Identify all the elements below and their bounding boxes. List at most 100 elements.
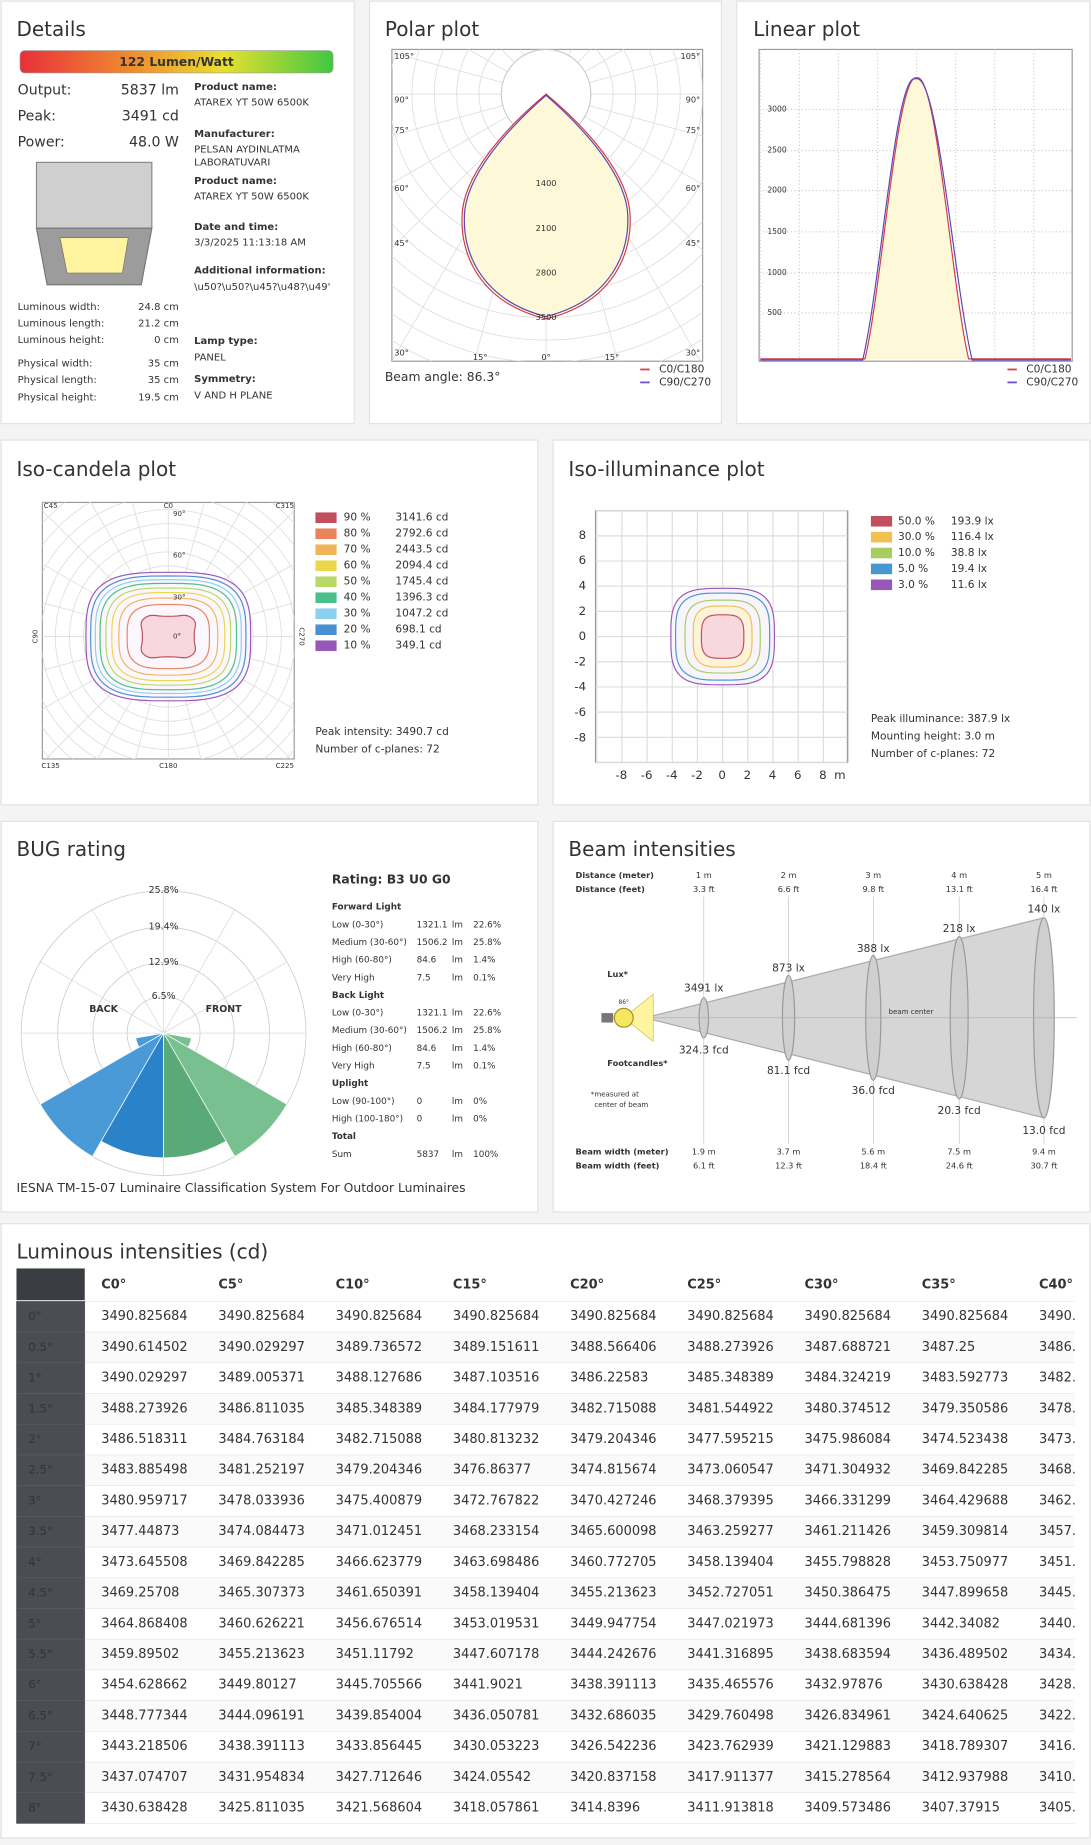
bug-cell: 22.6% xyxy=(473,920,501,930)
bug-cell: Medium (30-60°) xyxy=(332,1026,407,1036)
panel-title: Iso-illuminance plot xyxy=(568,457,764,481)
bug-wedge xyxy=(39,1032,165,1157)
row-header-cell xyxy=(16,1331,86,1364)
table-cell: 3490.825684 xyxy=(336,1309,422,1324)
table-cell: 3483.592773 xyxy=(922,1371,1008,1386)
ring-label: 6.5% xyxy=(152,991,176,1002)
luminaire-emitter xyxy=(59,237,129,274)
section-name: Back Light xyxy=(332,991,385,1001)
radial-label: 2100 xyxy=(536,223,557,233)
table-cell: 3490.825684 xyxy=(101,1309,187,1324)
y-tick-label: -8 xyxy=(574,730,586,744)
table-cell: 3490.825684 xyxy=(453,1309,539,1324)
table-cell: 3438.391113 xyxy=(218,1739,304,1754)
row-header-cell xyxy=(16,1546,86,1579)
axis-label: Beam width (feet) xyxy=(576,1161,660,1171)
table-cell: 3486.22583 xyxy=(570,1371,648,1386)
table-cell: 3417.911377 xyxy=(687,1770,773,1785)
iso-contour xyxy=(99,582,238,691)
table-cell: 3455.213623 xyxy=(570,1586,656,1601)
info-value: ATAREX YT 50W 6500K xyxy=(194,192,309,203)
table-cell: 3409.573486 xyxy=(805,1801,891,1816)
column-header: C0° xyxy=(101,1277,126,1292)
x-tick-label: m xyxy=(834,768,845,782)
x-tick-label: -8 xyxy=(616,768,628,782)
legend-value: 38.8 lx xyxy=(951,547,987,559)
legend-percent: 10.0 % xyxy=(898,547,935,559)
y-tick-label: 500 xyxy=(767,308,782,317)
table-cell: 3449.947754 xyxy=(570,1616,656,1631)
y-tick-label: 2000 xyxy=(767,186,787,195)
row-header-cell xyxy=(16,1669,86,1701)
beam-width: 5.6 m xyxy=(861,1146,885,1156)
table-cell: 3426.834961 xyxy=(805,1708,891,1723)
iso-contour xyxy=(105,587,232,686)
plane-label: C270 xyxy=(297,627,306,646)
dimension-value: 35 cm xyxy=(148,359,179,370)
table-cell: 3454.628662 xyxy=(101,1678,187,1693)
table-cell: 3490.825684 xyxy=(805,1309,891,1324)
row-header: 0° xyxy=(28,1309,41,1323)
table-cell: 3482.7 xyxy=(1039,1371,1084,1386)
row-header-cell xyxy=(16,1577,86,1609)
section-name: Total xyxy=(332,1132,356,1142)
table-cell: 3455.798828 xyxy=(805,1555,891,1570)
row-header: 1.5° xyxy=(28,1401,53,1415)
table-cell: 3488.566406 xyxy=(570,1340,656,1355)
iso-contour xyxy=(684,599,761,674)
distance: 5 m xyxy=(1036,870,1052,880)
plane-label: C135 xyxy=(41,761,59,770)
legend-swatch xyxy=(315,528,337,540)
y-tick-label: 6 xyxy=(579,553,586,567)
table-cell: 3485.348389 xyxy=(687,1371,773,1386)
grid-spoke xyxy=(40,961,164,1034)
table-cell: 3463.698486 xyxy=(453,1555,539,1570)
table-cell: 3476.86377 xyxy=(453,1463,531,1478)
table-cell: 3433.856445 xyxy=(336,1739,422,1754)
legend-value: 1745.4 cd xyxy=(395,576,448,588)
legend-swatch xyxy=(315,640,337,652)
legend-percent: 5.0 % xyxy=(898,563,928,575)
y-tick-label: 3000 xyxy=(767,104,787,113)
table-cell: 3456.676514 xyxy=(336,1616,422,1631)
info-value: V AND H PLANE xyxy=(194,390,272,401)
legend-percent: 80 % xyxy=(344,528,371,540)
plane-label: C315 xyxy=(276,501,294,510)
table-cell: 3490.8 xyxy=(1039,1309,1084,1324)
table-cell: 3490.614502 xyxy=(101,1340,187,1355)
bug-cell: 0.1% xyxy=(473,1062,495,1072)
table-cell: 3418.789307 xyxy=(922,1739,1008,1754)
info-label: Symmetry: xyxy=(194,374,256,385)
angle-label: 60° xyxy=(394,183,409,193)
note: Number of c-planes: 72 xyxy=(871,748,995,760)
y-tick-label: 0 xyxy=(579,629,586,643)
table-cell: 3484.763184 xyxy=(218,1432,304,1447)
linear-grid xyxy=(759,49,1073,362)
table-cell: 3444.096191 xyxy=(218,1708,304,1723)
table-cell: 3421.568604 xyxy=(336,1801,422,1816)
y-tick-label: -6 xyxy=(574,705,586,719)
table-cell: 3471.304932 xyxy=(805,1463,891,1478)
table-cell: 3487.103516 xyxy=(453,1371,539,1386)
angle-label: 105° xyxy=(680,51,700,61)
axis-label: Distance (feet) xyxy=(576,884,646,894)
table-cell: 3464.868408 xyxy=(101,1616,187,1631)
beam-width: 12.3 ft xyxy=(775,1161,803,1171)
table-cell: 3488.273926 xyxy=(101,1401,187,1416)
bug-cell: 1.4% xyxy=(473,1044,495,1054)
legend-swatch xyxy=(870,515,893,527)
intensity-table: C0° C5° C10° C15° C20° C25° C30° C35° C40° 0° 3490… xyxy=(16,1268,1084,1824)
y-tick-label: 2500 xyxy=(767,146,787,155)
table-cell: 3462.8 xyxy=(1039,1493,1084,1508)
table-cell: 3482.715088 xyxy=(336,1432,422,1447)
legend-percent: 20 % xyxy=(344,624,371,636)
table-cell: 3480.959717 xyxy=(101,1493,187,1508)
table-cell: 3458.139404 xyxy=(687,1555,773,1570)
table-cell: 3470.427246 xyxy=(570,1493,656,1508)
legend-swatch xyxy=(315,592,337,604)
legend-value: 11.6 lx xyxy=(951,579,987,591)
table-row xyxy=(84,1792,1075,1824)
table-row xyxy=(84,1423,1075,1456)
table-cell: 3473.060547 xyxy=(687,1463,773,1478)
angle-label: 45° xyxy=(394,238,409,248)
